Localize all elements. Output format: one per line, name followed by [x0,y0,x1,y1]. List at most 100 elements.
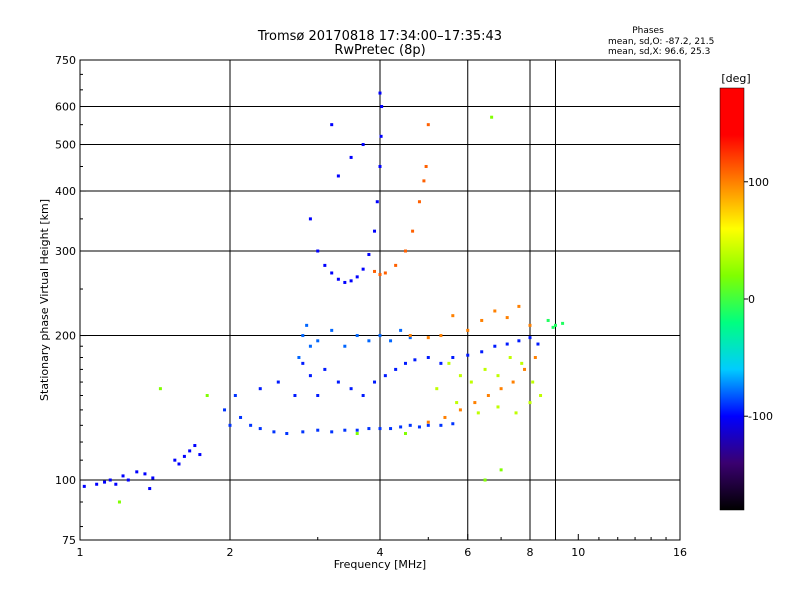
data-point [561,321,565,325]
data-point [426,336,430,340]
data-point [417,200,421,204]
data-point [520,361,524,365]
data-point [239,415,243,419]
data-point [336,380,340,384]
y-tick-label: 600 [55,101,76,114]
data-point [546,318,550,322]
data-point [523,367,527,371]
data-point [375,200,379,204]
data-point [458,408,462,412]
x-tick-label: 6 [464,546,471,559]
data-point [439,361,443,365]
data-point [108,478,112,482]
data-point [508,355,512,359]
data-point [394,367,398,371]
data-point [103,480,107,484]
data-point [188,449,192,453]
data-point [330,123,334,127]
data-point [316,339,320,343]
x-tick-label: 2 [227,546,234,559]
data-point [476,411,480,415]
data-point [323,263,327,267]
data-point [493,344,497,348]
chart-title: Tromsø 20170818 17:34:00–17:35:43 [257,29,502,44]
data-point [285,432,289,436]
data-point [539,394,543,398]
colorbar [719,87,745,511]
data-point [403,249,407,253]
data-point [355,432,359,436]
data-point [435,387,439,391]
data-point [297,355,301,359]
data-point [301,361,305,365]
data-point [114,482,118,486]
data-point [121,474,125,478]
data-point [447,361,451,365]
data-point [336,277,340,281]
y-axis-label: Stationary phase Virtual Height [km] [38,199,51,401]
data-point [553,323,557,327]
y-tick-label: 200 [55,330,76,343]
stats-heading: Phases [632,26,664,36]
data-point [228,423,232,427]
data-point [361,394,365,398]
data-point [316,394,320,398]
y-tick-label: 400 [55,185,76,198]
data-point [177,462,181,466]
colorbar-tick-label: 0 [748,293,755,306]
data-point [378,273,382,277]
data-point [193,444,197,448]
y-tick-label: 100 [55,474,76,487]
data-point [343,344,347,348]
data-point [355,334,359,338]
data-point [380,105,384,109]
data-point [361,267,365,271]
data-point [505,316,509,320]
data-point [330,271,334,275]
data-point [205,394,209,398]
data-point [355,275,359,279]
data-point [551,325,555,329]
data-point [378,164,382,168]
data-point [148,487,152,491]
x-tick-label: 16 [673,546,687,559]
data-point [403,361,407,365]
data-point [316,428,320,432]
data-point [403,432,407,436]
data-point [343,280,347,284]
colorbar-tick-label: -100 [748,410,773,423]
data-point [308,344,312,348]
data-point [233,394,237,398]
data-point [336,174,340,178]
data-point [451,314,455,318]
data-point [411,229,415,233]
data-point [323,367,327,371]
data-point [151,476,155,480]
data-point [528,323,532,327]
data-point [367,253,371,257]
data-point [143,472,147,476]
data-point [505,342,509,346]
data-point [258,427,262,431]
data-point [528,336,532,340]
data-point [223,408,227,412]
data-point [249,423,253,427]
colorbar-label: [deg] [721,72,750,85]
data-point [126,478,130,482]
data-point [373,269,377,273]
data-point [373,380,377,384]
y-tick-label: 500 [55,139,76,152]
data-point [293,394,297,398]
data-point [373,229,377,233]
data-point [276,380,280,384]
data-point [301,334,305,338]
data-point [408,423,412,427]
data-point [531,380,535,384]
data-point [355,428,359,432]
x-tick-label: 1 [77,546,84,559]
data-point [349,155,353,159]
data-point [496,374,500,378]
y-axis-ticks: 75 100 200 300 400 500 600 750 [55,54,86,547]
data-point [182,454,186,458]
